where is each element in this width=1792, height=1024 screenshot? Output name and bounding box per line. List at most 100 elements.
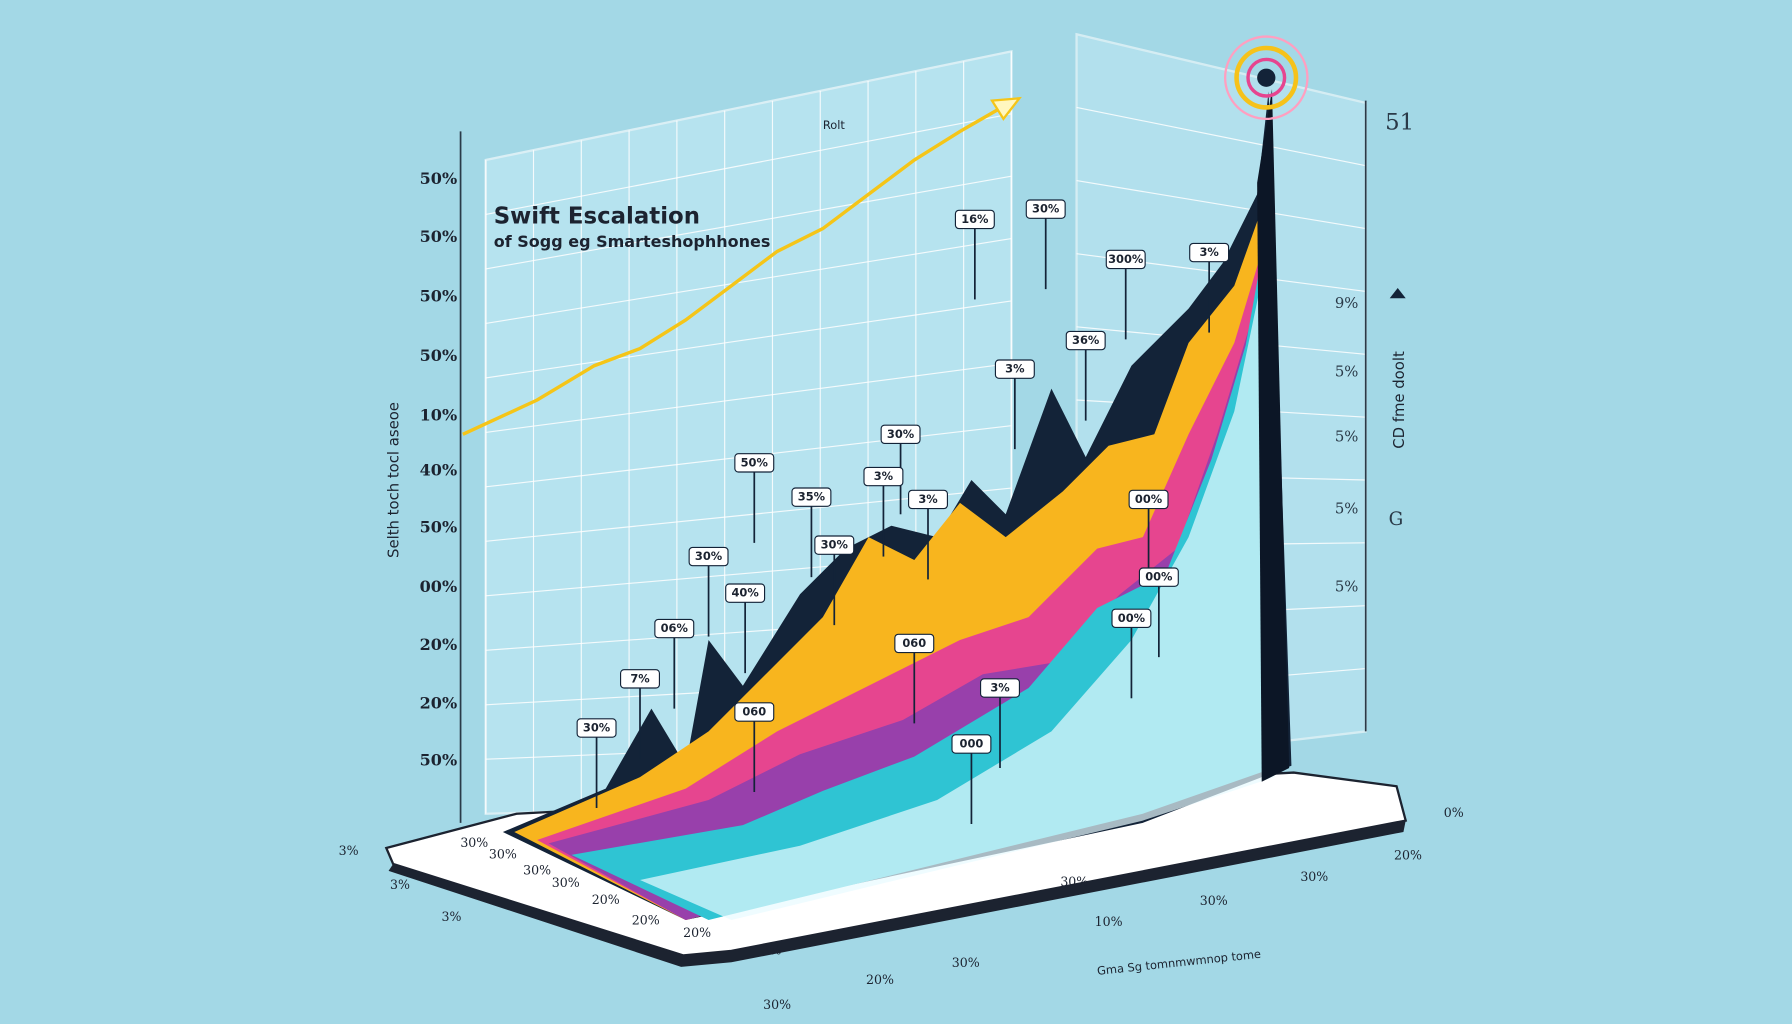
label-box (725, 583, 766, 603)
peak-label: 06% (661, 621, 689, 635)
label-box (1111, 608, 1152, 628)
peak-label: 30% (583, 721, 611, 735)
label-box (1025, 199, 1066, 219)
base-label: 30% (952, 955, 980, 970)
left-tick-label: 00% (420, 577, 457, 596)
right-tick-label: G (1389, 509, 1404, 530)
front-edge (1257, 89, 1290, 782)
label-box (620, 669, 660, 689)
label-box (1105, 249, 1146, 270)
labels: 50% 50% 50% 50% 10% 40% 50% 00% 20% 20% 50% 51 9% 5% 5… (339, 109, 1464, 1012)
label-box (954, 209, 995, 230)
label-box (576, 718, 617, 738)
peak-label: 30% (695, 549, 723, 563)
base-label: 30% (523, 862, 551, 877)
base-label: 30% (763, 997, 791, 1012)
label-box (814, 535, 855, 555)
peak-label: 50% (741, 455, 769, 469)
left-axis-label: Selth toch tocl aseoe (384, 402, 402, 558)
highlight-layer (640, 274, 1275, 920)
grid-line (485, 238, 1012, 324)
peak-label: 060 (742, 705, 766, 719)
peak-label: 3% (874, 469, 894, 483)
base-label: 30% (460, 835, 488, 850)
arrow-head (990, 96, 1022, 121)
subtitle: of Sogg eg Smarteshophhones (494, 232, 771, 251)
ring (1234, 45, 1299, 110)
label-box (980, 678, 1020, 698)
peak-label: 3% (990, 681, 1010, 695)
ring-core (1257, 68, 1276, 87)
base-label: 30% (1060, 874, 1088, 889)
left-tick-label: 50% (420, 517, 457, 536)
peak-label: 3% (1005, 362, 1025, 376)
peak-label: 35% (798, 490, 826, 504)
label-box (791, 487, 832, 507)
label-box (1065, 330, 1106, 351)
left-tick-label: 10% (420, 406, 457, 425)
right-tick-label: 5% (1335, 500, 1359, 518)
left-tick-label: 20% (420, 694, 457, 713)
label-box (951, 734, 992, 754)
peak-label: 30% (821, 538, 849, 552)
peak-label: 060 (902, 636, 926, 650)
base-label: 3% (390, 877, 410, 892)
peak-label: 00% (1145, 570, 1173, 584)
left-tick-label: 40% (420, 460, 457, 479)
label-box (654, 618, 695, 639)
label-box (994, 359, 1035, 379)
label-box (1138, 567, 1179, 587)
title: Swift Escalation (494, 204, 700, 230)
base-label: 3% (761, 942, 781, 957)
label-box (734, 453, 775, 473)
base-label: 30% (552, 875, 580, 890)
label-box (908, 489, 948, 510)
label-box (734, 702, 775, 722)
peak-label: 30% (1032, 202, 1060, 216)
trend-arrow (462, 103, 1007, 436)
left-tick-label: 50% (420, 751, 457, 770)
peak-label: 36% (1072, 333, 1100, 347)
base-label: 30% (1300, 869, 1328, 884)
peak-label: 00% (1118, 611, 1146, 625)
base-label: 20% (1394, 848, 1422, 863)
top-label: Rolt (823, 118, 846, 132)
triangle-icon (1389, 288, 1406, 299)
label-box (1189, 242, 1230, 263)
peak-label: 30% (887, 427, 915, 441)
left-tick-label: 50% (420, 169, 457, 188)
right-tick-label: 5% (1335, 428, 1359, 446)
right-axis-label: CD fme doolt (1390, 351, 1408, 449)
ring (1224, 35, 1309, 120)
right-tick-label: 51 (1385, 109, 1414, 135)
ring (1246, 57, 1287, 98)
peak-label: 16% (961, 212, 989, 226)
label-box (1128, 489, 1169, 510)
left-tick-label: 50% (420, 227, 457, 246)
grid-line (485, 362, 1012, 433)
base-label: 20% (866, 972, 894, 987)
label-box (863, 466, 904, 487)
left-tick-label: 50% (420, 287, 457, 306)
grid-line (485, 113, 1012, 216)
base-label: 0% (1444, 805, 1464, 820)
base-label: 20% (592, 892, 620, 907)
right-tick-label: 5% (1335, 363, 1359, 381)
right-tick-label: 5% (1335, 577, 1359, 595)
base-label: 3% (339, 843, 359, 858)
left-tick-label: 20% (420, 635, 457, 654)
peak-label: 3% (918, 492, 938, 506)
base-label: 10% (1095, 914, 1123, 929)
peak-label: 7% (630, 671, 650, 685)
base-label: 30% (489, 846, 517, 861)
left-tick-label: 50% (420, 346, 457, 365)
base-label: 20% (683, 925, 711, 940)
grid-line (485, 300, 1012, 379)
base-label: 20% (632, 913, 660, 928)
label-box (894, 633, 935, 654)
peak-label: 40% (731, 586, 759, 600)
grid-line (1076, 180, 1366, 230)
base-label: 3% (441, 909, 461, 924)
